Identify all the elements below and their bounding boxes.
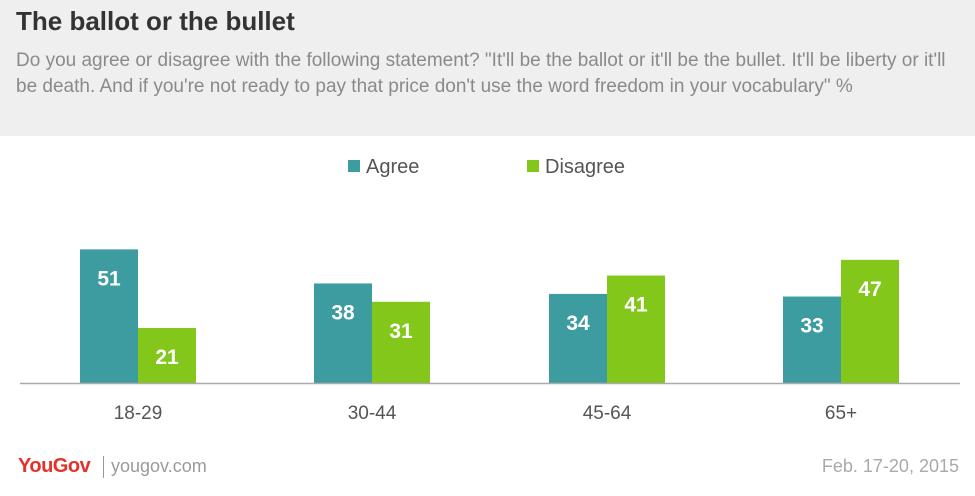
footer-divider <box>103 456 104 478</box>
bar-disagree-45-64 <box>607 275 665 383</box>
chart-header: The ballot or the bullet Do you agree or… <box>0 0 975 136</box>
bar-agree-45-64 <box>549 293 607 383</box>
legend-swatch-agree <box>348 160 360 172</box>
x-tick-label-65+: 65+ <box>825 403 857 424</box>
data-label-agree-65+: 33 <box>800 315 823 338</box>
legend-swatch-disagree <box>527 160 539 172</box>
bar-agree-18-29 <box>80 249 138 383</box>
x-tick-label-18-29: 18-29 <box>114 403 163 424</box>
x-tick-label-30-44: 30-44 <box>348 403 397 424</box>
chart-title: The ballot or the bullet <box>16 6 295 36</box>
bar-disagree-65+ <box>841 259 899 383</box>
data-label-disagree-18-29: 21 <box>155 346 179 369</box>
chart-subtitle: Do you agree or disagree with the follow… <box>16 50 946 97</box>
bar-disagree-30-44 <box>372 301 430 383</box>
yougov-logo: YouGov <box>18 455 91 477</box>
data-label-agree-18-29: 51 <box>97 267 121 290</box>
legend-label-disagree: Disagree <box>545 156 625 178</box>
data-label-disagree-45-64: 41 <box>624 294 648 317</box>
bar-chart: Agree Disagree 51 21 18-29 38 31 30-44 34 41 45-64… <box>20 156 960 424</box>
data-label-disagree-30-44: 31 <box>389 320 413 343</box>
legend-label-agree: Agree <box>366 156 419 178</box>
data-label-agree-30-44: 38 <box>331 301 355 324</box>
bar-disagree-18-29 <box>138 327 196 383</box>
data-label-disagree-65+: 47 <box>858 278 881 301</box>
bar-agree-30-44 <box>314 283 372 383</box>
x-tick-label-45-64: 45-64 <box>583 403 632 424</box>
bar-agree-65+ <box>783 296 841 383</box>
data-label-agree-45-64: 34 <box>566 312 590 335</box>
footer-site-link[interactable]: yougov.com <box>111 456 207 476</box>
survey-date: Feb. 17-20, 2015 <box>821 456 959 476</box>
